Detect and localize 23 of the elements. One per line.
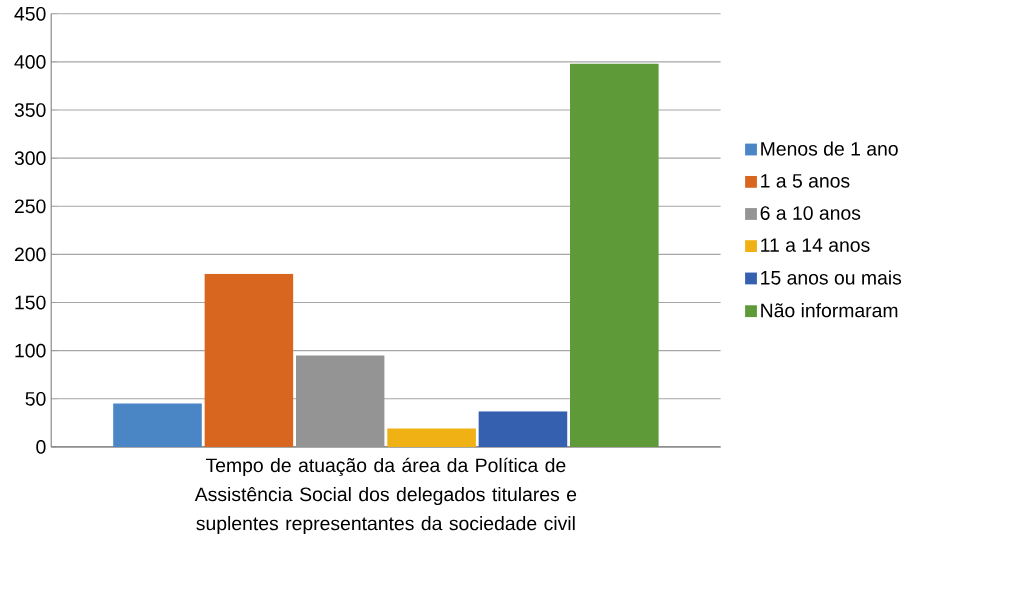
bar [570,64,659,448]
y-tick-label: 0 [36,440,46,454]
y-tick-label: 400 [14,55,46,69]
y-tick-label: 350 [14,103,46,118]
x-tick-label: Tempo de atuação da área da Política de Assistência Social dos delegados titulares e suplentes representantes da sociedade civil [194,457,577,535]
bar [295,355,385,448]
y-tick-label: 150 [15,295,46,310]
legend-label: Não informaram [761,303,898,318]
legend-label: 6 a 10 anos [760,206,861,221]
y-tick-label: 100 [15,344,46,358]
bar [387,428,476,448]
bar [204,273,294,448]
y-tick-label: 450 [14,7,46,21]
y-tick-label: 50 [25,392,46,406]
legend-label: 15 anos ou mais [761,270,902,285]
legend-label: 1 a 5 anos [761,174,850,188]
bar [113,403,202,448]
legend-label: Menos de 1 ano [761,141,898,156]
y-tick-label: 300 [14,151,46,166]
y-tick-label: 200 [14,247,46,262]
bar [478,411,568,448]
legend-label: 11 a 14 anos [761,238,870,253]
y-tick-label: 250 [14,199,46,214]
